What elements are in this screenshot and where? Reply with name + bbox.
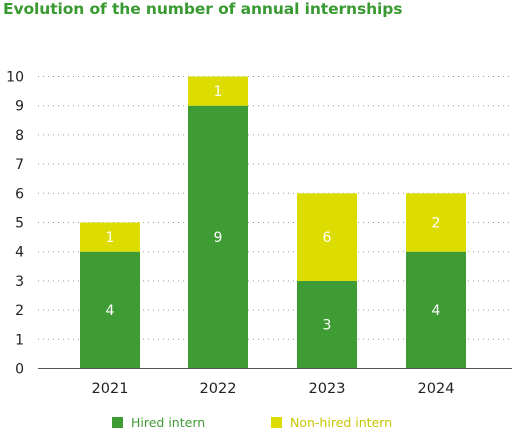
data-label-hired: 4 (432, 303, 441, 319)
y-tick-label: 10 (6, 70, 24, 86)
y-tick-label: 6 (15, 186, 24, 202)
chart-title: Evolution of the number of annual intern… (3, 0, 403, 18)
bar-nonhired (406, 193, 466, 252)
x-tick-label: 2023 (309, 381, 346, 397)
legend-item-nonhired: Non-hired intern (271, 415, 392, 430)
legend-swatch-hired (112, 417, 123, 428)
data-label-nonhired: 6 (323, 230, 332, 246)
data-label-nonhired: 2 (432, 216, 441, 232)
legend-label-hired: Hired intern (131, 415, 206, 430)
legend-item-hired: Hired intern (112, 415, 205, 430)
y-tick-label: 9 (15, 99, 24, 115)
x-tick-label: 2021 (92, 381, 129, 397)
x-tick-label: 2024 (418, 381, 455, 397)
bar-hired (297, 280, 357, 369)
data-label-hired: 3 (323, 318, 332, 334)
bar-nonhired (297, 193, 357, 281)
y-tick-label: 4 (15, 245, 24, 261)
y-tick-label: 0 (15, 362, 24, 378)
data-label-nonhired: 1 (214, 84, 223, 100)
bar-hired (406, 251, 466, 369)
legend-swatch-nonhired (271, 417, 282, 428)
y-tick-label: 3 (15, 274, 24, 290)
data-label-hired: 9 (214, 230, 223, 246)
data-label-hired: 4 (106, 303, 115, 319)
data-label-nonhired: 1 (106, 230, 115, 246)
y-tick-label: 1 (15, 332, 24, 348)
legend-label-nonhired: Non-hired intern (290, 415, 393, 430)
bar-nonhired (80, 222, 140, 252)
bar-hired (188, 105, 248, 369)
y-tick-label: 5 (15, 216, 24, 232)
y-tick-label: 7 (15, 157, 24, 173)
y-tick-label: 8 (15, 128, 24, 144)
bar-hired (80, 251, 140, 369)
bar-nonhired (188, 76, 248, 106)
x-tick-label: 2022 (200, 381, 237, 397)
y-tick-label: 2 (15, 303, 24, 319)
